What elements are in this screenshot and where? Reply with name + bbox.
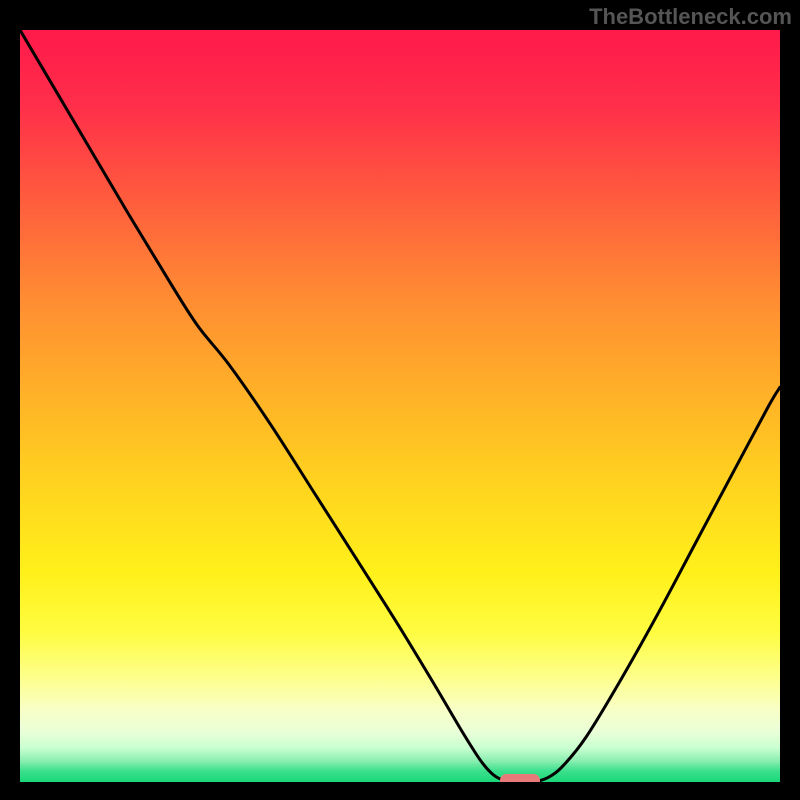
- plot-area: [20, 30, 780, 782]
- bottleneck-curve: [20, 30, 780, 782]
- optimal-marker: [500, 774, 540, 782]
- watermark-text: TheBottleneck.com: [589, 4, 792, 30]
- chart-container: TheBottleneck.com: [0, 0, 800, 800]
